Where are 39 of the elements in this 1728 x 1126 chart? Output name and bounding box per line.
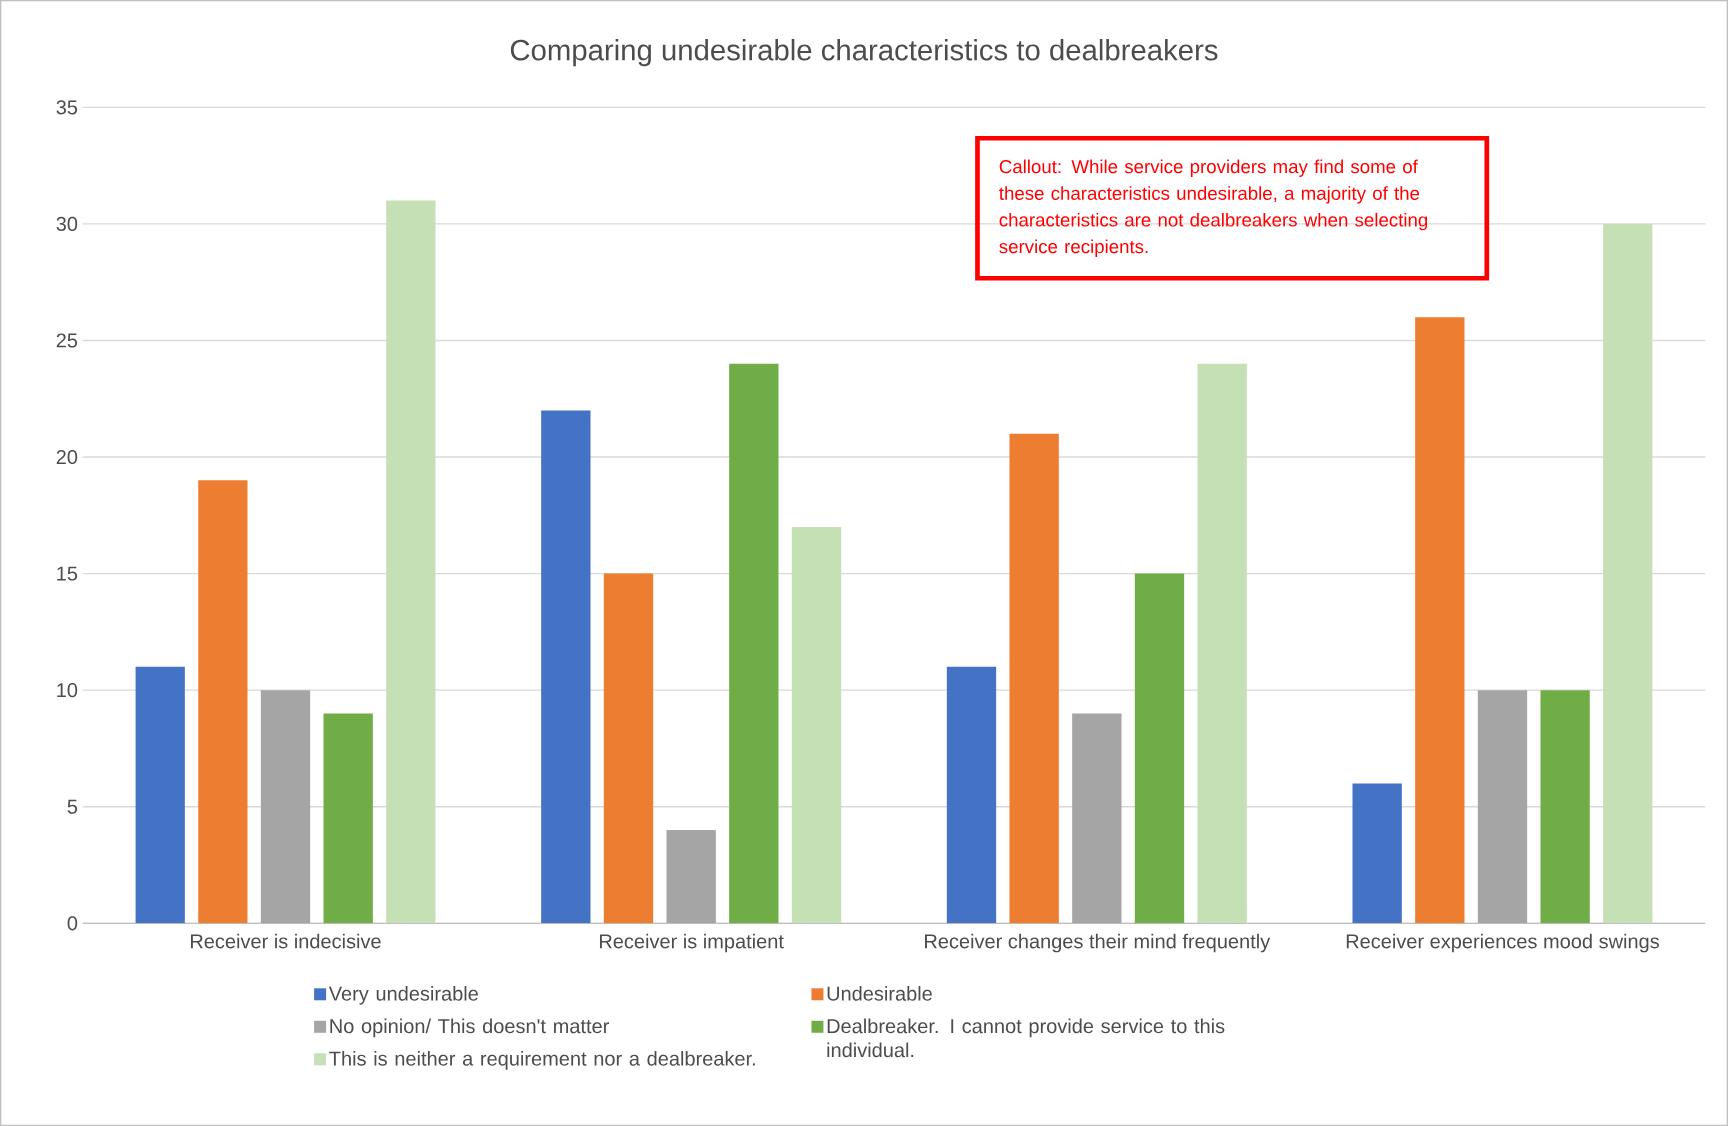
bar <box>1197 363 1247 924</box>
bar <box>791 526 842 924</box>
bar <box>1415 317 1465 924</box>
x-tick-label: Receiver is indecisive <box>190 933 381 949</box>
x-tick-label: Receiver changes their mind frequently <box>925 933 1271 953</box>
legend-label: Very undesirable <box>328 986 478 1005</box>
bar <box>946 666 997 924</box>
y-tick-label: 20 <box>56 449 78 465</box>
chart-title: Comparing undesirable characteristics to dealbreakers <box>510 38 1218 67</box>
bar <box>729 363 779 924</box>
legend-label: This is neither a requirement nor a dealbreaker. <box>329 1051 755 1070</box>
x-tick-label: Receiver is impatient <box>599 933 784 953</box>
bar <box>386 200 436 924</box>
legend-label: No opinion/ This doesn't matter <box>330 1018 610 1038</box>
bar <box>666 830 716 924</box>
legend-label: Undesirable <box>827 986 932 1001</box>
bar <box>323 713 373 924</box>
y-tick-label: 15 <box>57 566 78 581</box>
bar <box>1477 690 1528 924</box>
bar <box>541 410 591 924</box>
bar <box>603 573 654 924</box>
y-tick-label: 0 <box>67 916 78 931</box>
bar <box>1134 573 1185 924</box>
bar <box>1603 223 1653 924</box>
bar <box>260 690 311 924</box>
y-tick-label: 25 <box>56 333 78 348</box>
annotation: Callout: While service providers may find some of these characteristics undesirable, a majority of the characteristics are not dealbreakers when selecting service recipients. <box>999 159 1428 257</box>
bar <box>135 666 185 924</box>
x-tick-label: Receiver experiences mood swings <box>1346 933 1659 953</box>
y-tick-label: 5 <box>67 799 78 814</box>
y-tick-label: 10 <box>57 683 78 698</box>
bar <box>1352 783 1402 924</box>
y-tick-label: 35 <box>56 100 78 115</box>
y-tick-label: 30 <box>56 216 78 231</box>
bar <box>1009 433 1059 924</box>
bar <box>1072 713 1122 924</box>
legend-label: Dealbreaker. I cannot provide service to this individual. <box>827 1018 1225 1058</box>
bar <box>198 480 248 924</box>
bar <box>1540 690 1590 924</box>
